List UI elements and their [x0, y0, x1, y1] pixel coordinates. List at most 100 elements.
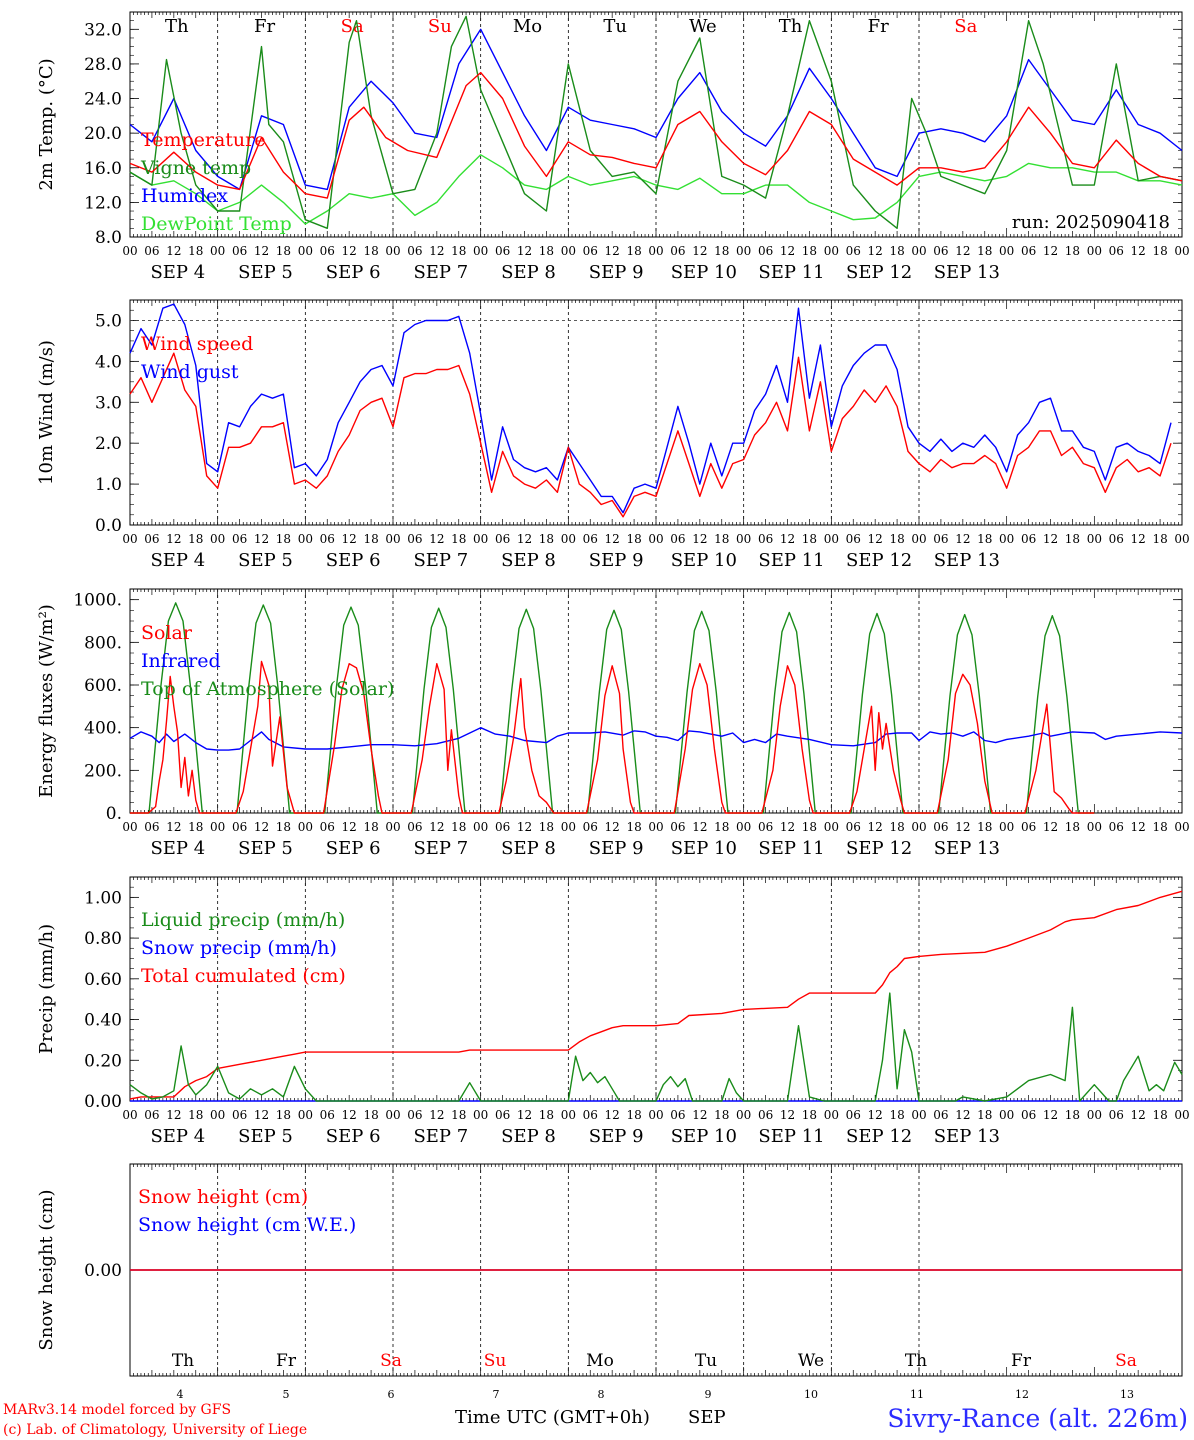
hour-label: 00 [298, 244, 313, 258]
date-label: SEP 11 [758, 838, 824, 859]
snow-weekday: Su [484, 1351, 507, 1371]
day-number: 5 [283, 1388, 290, 1401]
hour-label: 00 [473, 1108, 488, 1122]
hour-label: 12 [517, 244, 532, 258]
hour-label: 06 [670, 820, 685, 834]
hour-label: 18 [802, 1108, 817, 1122]
date-label: SEP 8 [501, 838, 556, 859]
legend-label: Solar [141, 622, 193, 644]
date-label: SEP 7 [413, 838, 468, 859]
hour-label: 18 [714, 532, 729, 546]
y-tick-label: 0.20 [84, 1051, 122, 1071]
hour-label: 18 [1152, 820, 1167, 834]
hour-label: 12 [692, 820, 707, 834]
hour-label: 18 [1152, 532, 1167, 546]
hour-label: 12 [166, 820, 181, 834]
hour-label: 18 [276, 244, 291, 258]
hour-label: 12 [342, 244, 357, 258]
hour-label: 06 [758, 244, 773, 258]
hour-label: 12 [955, 820, 970, 834]
hour-label: 18 [626, 820, 641, 834]
hour-label: 00 [210, 244, 225, 258]
legend-label: Snow precip (mm/h) [141, 937, 337, 959]
hour-label: 18 [539, 1108, 554, 1122]
y-tick-label: 5.0 [95, 311, 122, 331]
weekday-label: Th [165, 16, 189, 37]
hour-label: 00 [210, 820, 225, 834]
date-label: SEP 13 [934, 838, 1000, 859]
hour-label: 06 [144, 244, 159, 258]
date-label: SEP 9 [589, 838, 644, 859]
snow-weekday: Th [172, 1351, 194, 1371]
weekday-label: Mo [513, 16, 542, 37]
series-line-total-cumulated-cm [129, 890, 1183, 1100]
date-label: SEP 11 [758, 262, 824, 283]
hour-label: 00 [648, 532, 663, 546]
hour-label: 00 [561, 820, 576, 834]
hour-label: 12 [166, 1108, 181, 1122]
y-tick-label: 0.00 [84, 1261, 122, 1281]
hour-label: 00 [648, 820, 663, 834]
hour-label: 18 [802, 532, 817, 546]
series-line-wind-speed [129, 352, 1172, 518]
hour-label: 06 [495, 820, 510, 834]
hour-label: 12 [780, 1108, 795, 1122]
hour-label: 18 [977, 532, 992, 546]
hour-label: 18 [188, 1108, 203, 1122]
hour-label: 18 [1065, 820, 1080, 834]
series-line-solar [130, 660, 1095, 814]
hour-label: 12 [868, 1108, 883, 1122]
hour-label: 06 [320, 1108, 335, 1122]
hour-label: 06 [1021, 820, 1036, 834]
hour-label: 12 [780, 820, 795, 834]
date-label: SEP 12 [846, 838, 912, 859]
hour-label: 06 [758, 820, 773, 834]
hour-label: 00 [736, 1108, 751, 1122]
snow-weekday: Th [905, 1351, 927, 1371]
hour-label: 12 [692, 532, 707, 546]
panel-frame: 00 06 12 18 00 06 12 18 00 06 12 18 00 06 12 18 00 06 12 18… [36, 588, 1190, 859]
hour-label: 06 [670, 1108, 685, 1122]
hour-label: 12 [605, 820, 620, 834]
hour-label: 06 [1109, 532, 1124, 546]
hour-label: 06 [846, 1108, 861, 1122]
hour-label: 18 [977, 244, 992, 258]
hour-label: 12 [166, 244, 181, 258]
y-tick-label: 16.0 [84, 159, 122, 179]
legend-label: Temperature [141, 129, 265, 151]
hour-label: 00 [999, 244, 1014, 258]
hour-label: 06 [232, 532, 247, 546]
hour-label: 06 [495, 532, 510, 546]
hour-label: 12 [780, 244, 795, 258]
y-tick-label: 20.0 [84, 124, 122, 144]
legend-label: Wind speed [141, 333, 253, 355]
legend-label: Top of Atmosphere (Solar) [141, 678, 394, 700]
y-tick-label: 200. [84, 761, 122, 781]
hour-label: 12 [342, 820, 357, 834]
hour-label: 06 [933, 244, 948, 258]
hour-label: 18 [363, 820, 378, 834]
hour-label: 00 [824, 244, 839, 258]
hour-label: 18 [889, 532, 904, 546]
weekday-label: Fr [868, 16, 889, 37]
hour-label: 06 [1021, 1108, 1036, 1122]
date-label: SEP 11 [758, 550, 824, 571]
hour-label: 06 [407, 532, 422, 546]
energy-panel: 00 06 12 18 00 06 12 18 00 06 12 18 00 06 12 18 00 06 12 18… [36, 588, 1190, 859]
hour-label: 06 [846, 532, 861, 546]
weekday-label: Tu [603, 16, 627, 37]
y-tick-label: 28.0 [84, 55, 122, 75]
date-label: SEP 5 [238, 838, 293, 859]
hour-label: 18 [626, 1108, 641, 1122]
hour-label: 00 [473, 244, 488, 258]
day-number: 11 [910, 1388, 924, 1401]
y-tick-label: 1.0 [95, 475, 122, 495]
y-tick-label: 24.0 [84, 90, 122, 110]
snow-panel: 0.00 Snow height (cm) Th Fr Sa Su Mo Tu W… [36, 1163, 1183, 1401]
date-label: SEP 11 [758, 1126, 824, 1147]
hour-label: 00 [385, 532, 400, 546]
hour-label: 00 [999, 532, 1014, 546]
plot-frame [129, 299, 1183, 526]
hour-label: 18 [1065, 532, 1080, 546]
snow-weekday: Sa [380, 1351, 402, 1371]
